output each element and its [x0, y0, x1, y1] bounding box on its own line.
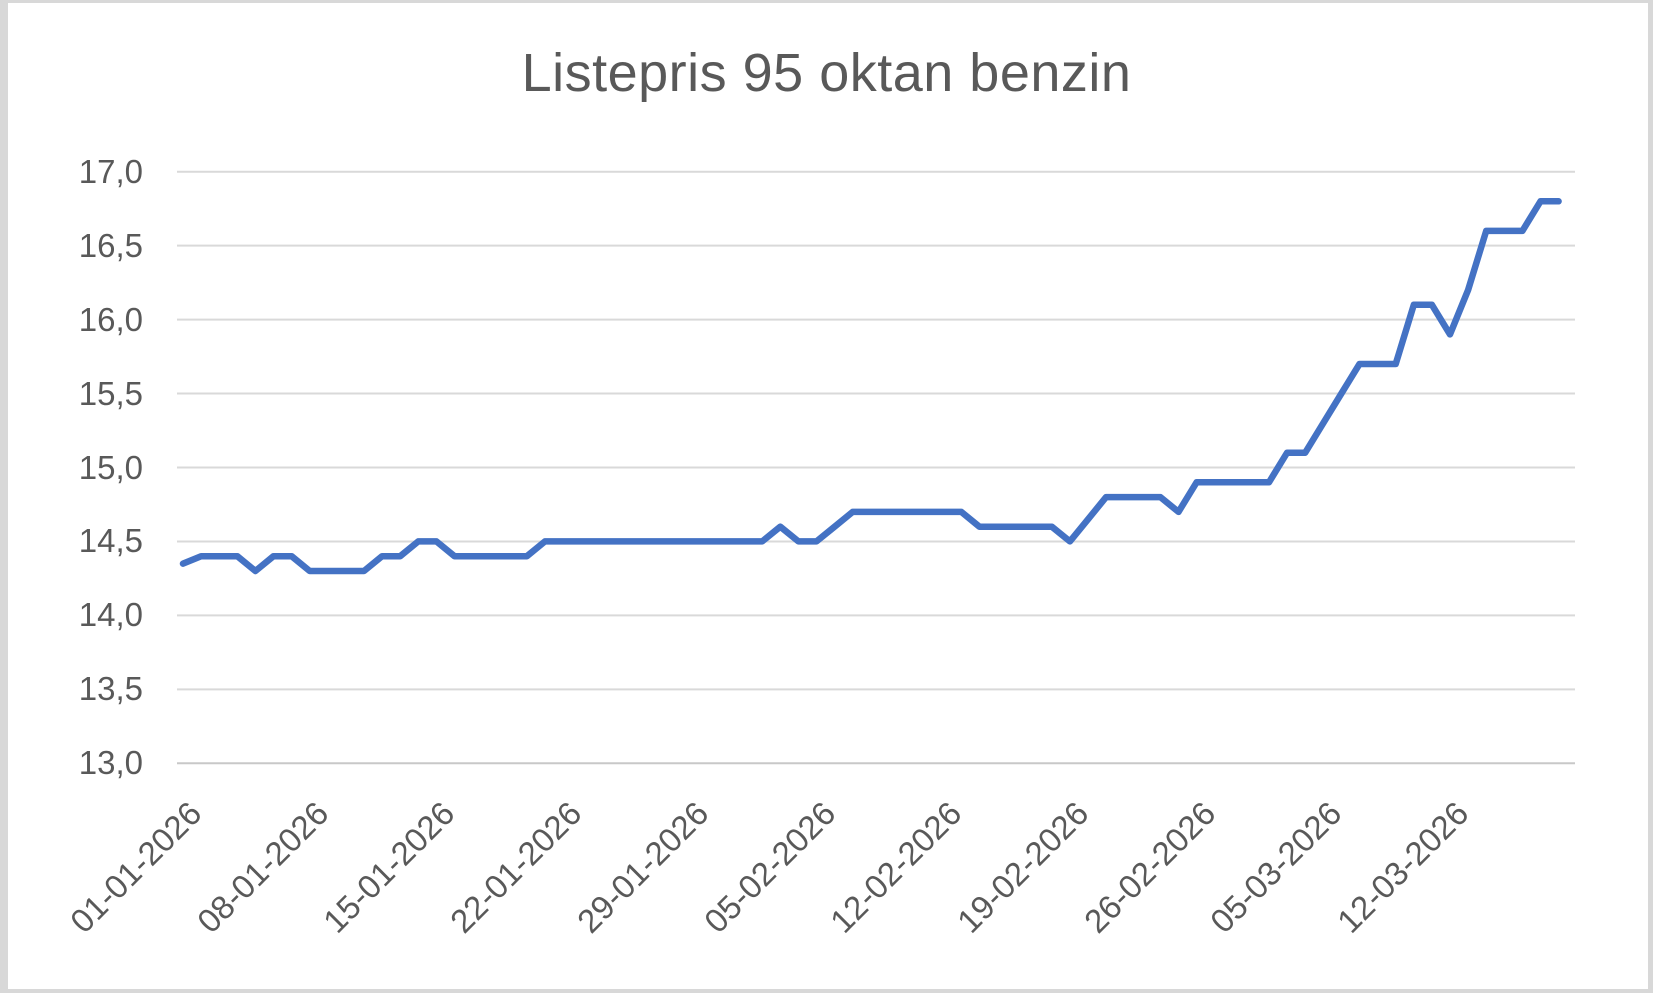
y-axis-tick-label: 14,0: [78, 596, 143, 634]
price-line: [179, 198, 1562, 575]
y-axis-tick-label: 17,0: [78, 152, 143, 190]
y-axis-tick-label: 15,0: [78, 448, 143, 486]
y-axis-tick-label: 16,5: [78, 226, 143, 264]
chart-title: Listepris 95 oktan benzin: [521, 43, 1132, 103]
y-axis-tick-label: 16,0: [78, 300, 143, 338]
y-axis-tick-label: 14,5: [78, 522, 143, 560]
y-axis-tick-label: 13,0: [78, 744, 143, 782]
y-axis-tick-label: 13,5: [78, 670, 143, 708]
gridlines: [177, 170, 1575, 765]
y-axis-tick-label: 15,5: [78, 374, 143, 412]
series-group: [179, 198, 1562, 575]
